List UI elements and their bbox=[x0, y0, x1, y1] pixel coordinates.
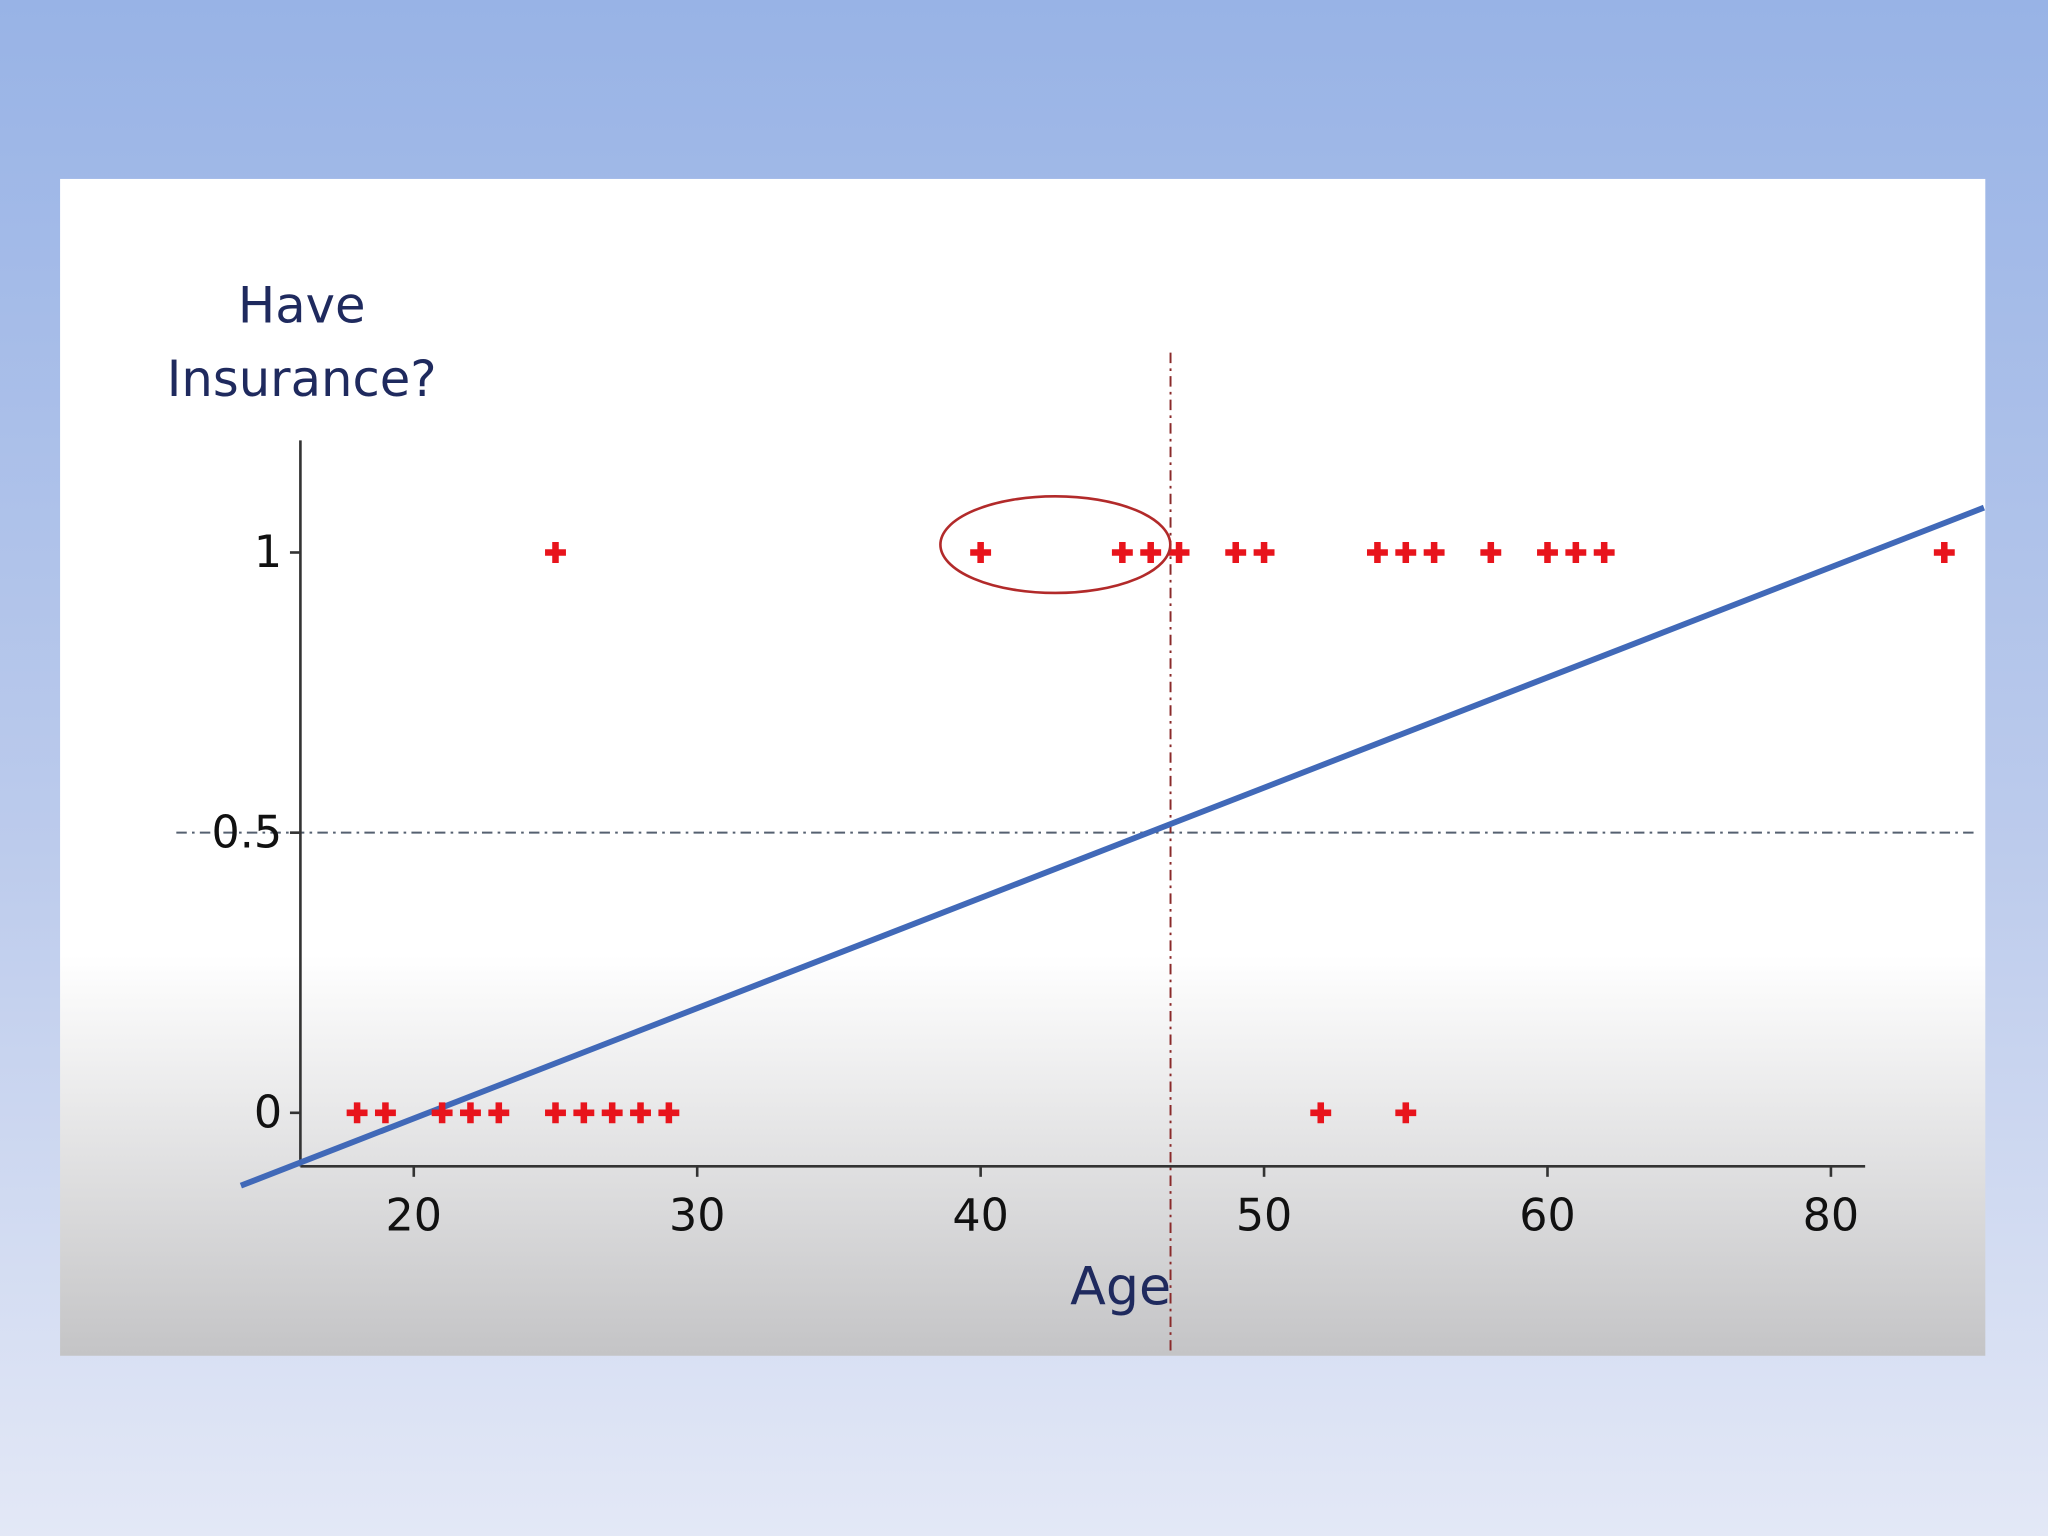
data-point bbox=[1168, 542, 1190, 563]
x-tick-label: 50 bbox=[1236, 1191, 1293, 1242]
data-point bbox=[1395, 542, 1417, 563]
data-point bbox=[1480, 542, 1502, 563]
x-tick-label: 80 bbox=[1803, 1191, 1860, 1242]
data-point bbox=[460, 1102, 481, 1124]
y-tick-label: 0 bbox=[254, 1087, 282, 1138]
data-point bbox=[1933, 542, 1955, 563]
x-tick-label: 30 bbox=[669, 1191, 726, 1242]
data-point bbox=[1395, 1102, 1417, 1124]
data-point bbox=[431, 1102, 453, 1124]
x-axis-label: Age bbox=[1070, 1257, 1171, 1317]
x-tick-label: 40 bbox=[952, 1191, 1009, 1242]
data-point bbox=[1140, 542, 1162, 563]
data-point bbox=[630, 1102, 651, 1124]
data-point bbox=[1366, 542, 1388, 563]
y-label-box: Have Insurance? bbox=[166, 276, 437, 408]
data-point bbox=[1225, 542, 1247, 563]
slide-panel bbox=[60, 178, 1986, 1356]
data-point bbox=[1537, 542, 1558, 563]
highlight-ellipse bbox=[939, 495, 1172, 595]
data-point bbox=[658, 1102, 680, 1124]
y-tick-label: 1 bbox=[254, 527, 282, 578]
data-point bbox=[970, 542, 992, 563]
data-point bbox=[1423, 542, 1445, 563]
data-point bbox=[573, 1102, 595, 1124]
plot: 0 0.5 1 20 30 40 50 60 80 bbox=[176, 352, 1986, 1356]
data-point bbox=[1593, 542, 1615, 563]
data-point bbox=[601, 1102, 623, 1124]
fit-line bbox=[239, 504, 1986, 1189]
data-point bbox=[545, 542, 566, 563]
data-point bbox=[545, 1102, 566, 1124]
x-tick-label: 20 bbox=[386, 1191, 443, 1242]
data-point bbox=[488, 1102, 510, 1124]
data-point bbox=[1565, 542, 1587, 563]
x-tick-label: 60 bbox=[1519, 1191, 1576, 1242]
data-point bbox=[346, 1102, 368, 1124]
data-point bbox=[1253, 542, 1275, 563]
data-point bbox=[1310, 1102, 1332, 1124]
y-tick-label: 0.5 bbox=[212, 807, 283, 858]
y-axis-label: Have Insurance? bbox=[166, 276, 437, 408]
data-point bbox=[1111, 542, 1133, 563]
data-point bbox=[374, 1102, 396, 1124]
